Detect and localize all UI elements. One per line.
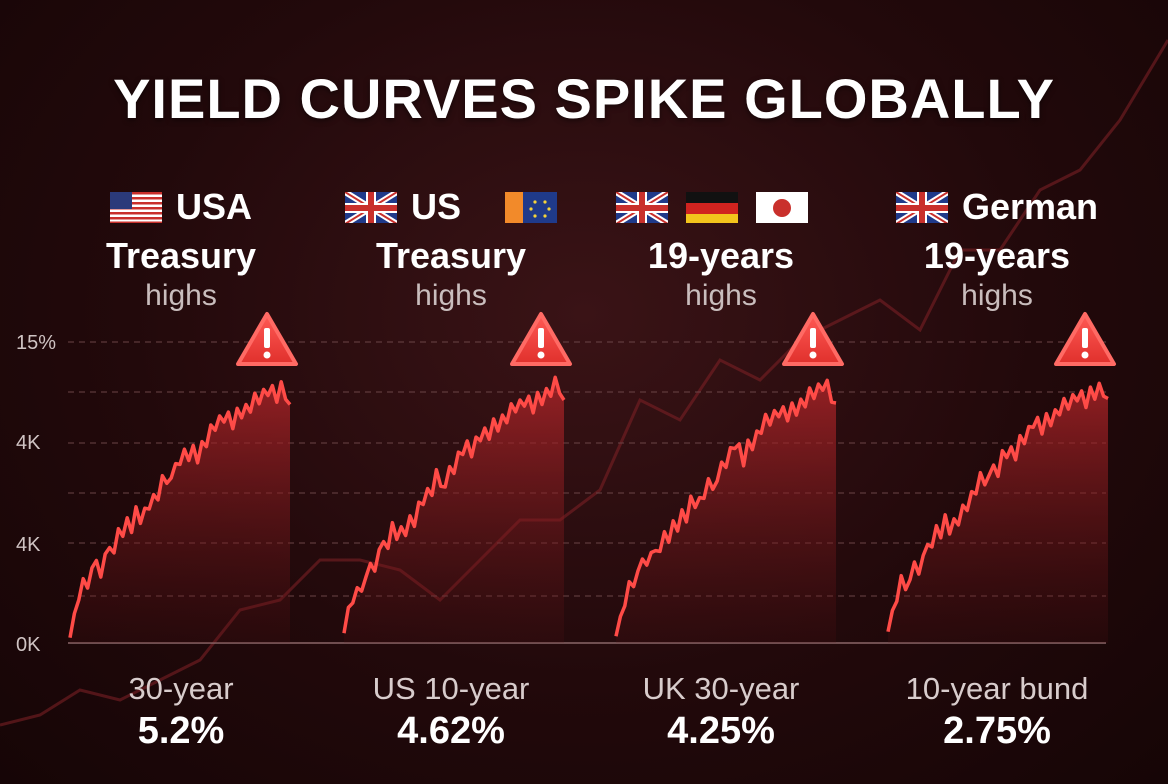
panel-header-us: US Treasury highs — [316, 180, 586, 314]
flag-label: US — [410, 186, 461, 227]
bond-label: 30-year — [128, 671, 234, 706]
yield-value: 4.62% — [397, 710, 505, 752]
bond-label: US 10-year — [372, 671, 530, 706]
panel-headline: 19-years — [923, 235, 1071, 276]
y-tick-label: 4K — [16, 534, 41, 556]
y-tick-label: 0K — [16, 634, 41, 656]
panel-subtitle: highs — [415, 279, 487, 312]
panel-subtitle: highs — [685, 279, 757, 312]
us-flag-icon — [109, 191, 162, 223]
flag-label: USA — [175, 186, 252, 227]
panel-header-german: German 19-years highs — [862, 180, 1132, 314]
panel-footer-uk: UK 30-year 4.25% — [586, 670, 856, 754]
warning-icon — [1054, 312, 1116, 366]
series-area — [616, 380, 836, 643]
bond-label: UK 30-year — [642, 671, 800, 706]
ireland-eu-flag-icon — [505, 191, 557, 223]
warning-icon — [782, 312, 844, 366]
panel-headline: Treasury — [105, 235, 257, 276]
panel-header-usa: USA Treasury highs — [46, 180, 316, 314]
uk-flag-icon — [895, 191, 948, 223]
warning-icon — [236, 312, 298, 366]
panel-header-uk: 19-years highs — [586, 180, 856, 314]
panel-footer-german: 10-year bund 2.75% — [862, 670, 1132, 754]
germany-flag-icon — [686, 191, 738, 223]
panel-headline: Treasury — [375, 235, 527, 276]
panel-footer-us: US 10-year 4.62% — [316, 670, 586, 754]
series-line — [886, 381, 1109, 633]
uk-flag-icon — [344, 191, 397, 223]
panel-subtitle: highs — [145, 279, 217, 312]
y-tick-label: 4K — [16, 432, 41, 454]
series-line — [614, 378, 837, 637]
bond-label: 10-year bund — [905, 671, 1089, 706]
warning-icon — [510, 312, 572, 366]
uk-flag-icon — [616, 191, 668, 223]
page-title: YIELD CURVES SPIKE GLOBALLY — [113, 67, 1055, 130]
yield-value: 4.25% — [667, 710, 775, 752]
panel-subtitle: highs — [961, 279, 1033, 312]
japan-flag-icon — [756, 191, 808, 223]
background-trend-line — [0, 39, 1168, 727]
series-line — [342, 375, 566, 634]
series-area — [344, 377, 564, 643]
panel-headline: 19-years — [647, 235, 795, 276]
series-line — [68, 380, 292, 639]
yield-value: 5.2% — [137, 710, 225, 752]
flag-label: German — [961, 186, 1099, 227]
series-area — [888, 383, 1108, 643]
chart-panels — [68, 312, 1116, 643]
yield-value: 2.75% — [943, 710, 1051, 752]
series-area — [70, 381, 290, 643]
panel-footer-usa: 30-year 5.2% — [46, 670, 316, 754]
y-tick-label: 15% — [16, 332, 57, 354]
